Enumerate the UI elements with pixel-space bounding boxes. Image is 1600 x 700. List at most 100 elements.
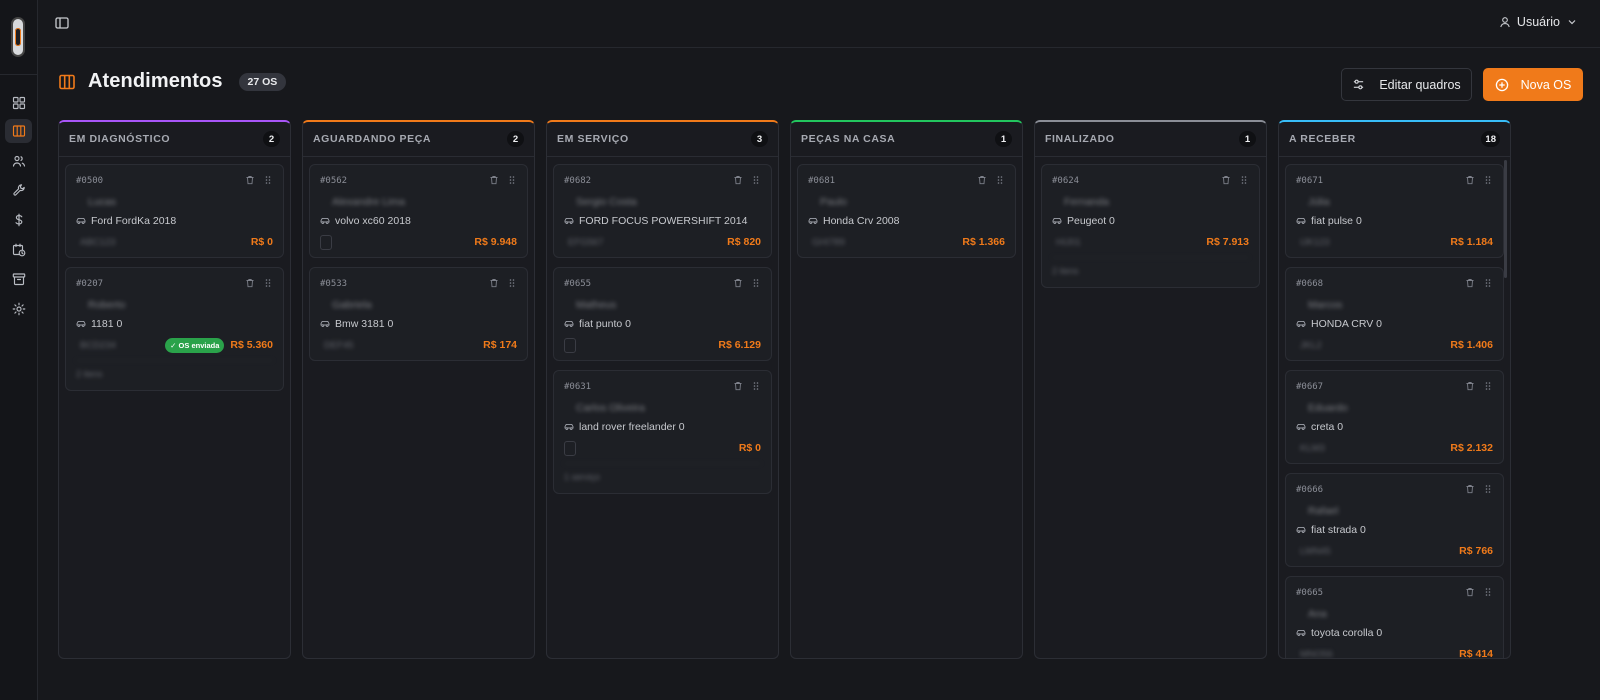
drag-handle[interactable]	[1483, 584, 1493, 602]
order-number: #0624	[1052, 175, 1080, 186]
delete-button[interactable]	[245, 172, 255, 190]
trash-icon[interactable]	[733, 278, 743, 288]
drag-handle-icon[interactable]	[751, 381, 761, 391]
user-menu[interactable]: Usuário	[1499, 15, 1578, 29]
drag-handle-icon[interactable]	[1483, 484, 1493, 494]
service-order-card[interactable]: #0682 Sergio Costa FORD FOCUS POWERSHIFT 2…	[553, 164, 772, 258]
delete-button[interactable]	[733, 172, 743, 190]
sidebar-item-users[interactable]	[5, 149, 32, 173]
sidebar-item-wrench[interactable]	[5, 178, 32, 202]
service-order-card[interactable]: #0624 Fernanda Peugeot 0 HIJ01 R$ 7.913 2 ite…	[1041, 164, 1260, 288]
license-plate: GHI789	[812, 236, 845, 248]
delete-button[interactable]	[489, 172, 499, 190]
drag-handle-icon[interactable]	[1483, 587, 1493, 597]
delete-button[interactable]	[1465, 481, 1475, 499]
drag-handle[interactable]	[507, 275, 517, 293]
trash-icon[interactable]	[733, 381, 743, 391]
drag-handle-icon[interactable]	[507, 175, 517, 185]
sidebar-item-dashboard[interactable]	[5, 91, 32, 115]
trash-icon[interactable]	[1221, 175, 1231, 185]
drag-handle-icon[interactable]	[751, 175, 761, 185]
order-total: R$ 0	[250, 236, 273, 248]
sidebar-item-dollar[interactable]	[5, 208, 32, 232]
delete-button[interactable]	[1465, 584, 1475, 602]
delete-button[interactable]	[733, 378, 743, 396]
drag-handle[interactable]	[751, 172, 761, 190]
delete-button[interactable]	[1465, 275, 1475, 293]
drag-handle-icon[interactable]	[1483, 381, 1493, 391]
kanban-icon	[12, 125, 25, 137]
delete-button[interactable]	[1465, 172, 1475, 190]
drag-handle-icon[interactable]	[1483, 278, 1493, 288]
sidebar-item-archive[interactable]	[5, 267, 32, 291]
drag-handle[interactable]	[995, 172, 1005, 190]
service-order-card[interactable]: #0562 Alexandre Lima volvo xc60 2018 R$ 9.9…	[309, 164, 528, 258]
column-header: AGUARDANDO PEÇA 2	[303, 122, 534, 157]
drag-handle-icon[interactable]	[751, 278, 761, 288]
sidebar-item-kanban[interactable]	[5, 119, 32, 143]
drag-handle[interactable]	[263, 275, 273, 293]
delete-button[interactable]	[977, 172, 987, 190]
service-order-card[interactable]: #0667 Eduardo creta 0 KLM3 R$ 2.132	[1285, 370, 1504, 464]
service-order-card[interactable]: #0533 Gabriela Bmw 3181 0 DEF45 R$ 174	[309, 267, 528, 361]
delete-button[interactable]	[245, 275, 255, 293]
drag-handle-icon[interactable]	[1483, 175, 1493, 185]
trash-icon[interactable]	[489, 175, 499, 185]
column-header: EM DIAGNÓSTICO 2	[59, 122, 290, 157]
service-order-card[interactable]: #0665 Ana toyota corolla 0 MNO56 R$ 414	[1285, 576, 1504, 658]
sidebar-item-gear[interactable]	[5, 297, 32, 321]
service-order-card[interactable]: #0681 Paulo Honda Crv 2008 GHI789 R$ 1.366	[797, 164, 1016, 258]
drag-handle[interactable]	[263, 172, 273, 190]
card-footer-note: 2 itens	[76, 360, 273, 382]
trash-icon[interactable]	[1465, 175, 1475, 185]
service-order-card[interactable]: #0666 Rafael fiat strada 0 LMN45 R$ 766	[1285, 473, 1504, 567]
drag-handle[interactable]	[1483, 275, 1493, 293]
order-total: R$ 7.913	[1206, 236, 1249, 248]
drag-handle-icon[interactable]	[507, 278, 517, 288]
delete-button[interactable]	[733, 275, 743, 293]
drag-handle[interactable]	[507, 172, 517, 190]
drag-handle[interactable]	[751, 378, 761, 396]
delete-button[interactable]	[1465, 378, 1475, 396]
os-count-badge: 27 OS	[238, 72, 287, 91]
client-name: Sergio Costa	[576, 196, 637, 208]
trash-icon[interactable]	[1465, 587, 1475, 597]
trash-icon[interactable]	[977, 175, 987, 185]
order-total: R$ 820	[727, 236, 761, 248]
sidebar-item-calendar-clock[interactable]	[5, 238, 32, 262]
trash-icon[interactable]	[489, 278, 499, 288]
edit-boards-button[interactable]: Editar quadros	[1341, 68, 1472, 101]
delete-button[interactable]	[489, 275, 499, 293]
drag-handle-icon[interactable]	[995, 175, 1005, 185]
drag-handle-icon[interactable]	[263, 175, 273, 185]
delete-button[interactable]	[1221, 172, 1231, 190]
trash-icon[interactable]	[245, 175, 255, 185]
column-scrollbar[interactable]	[1504, 160, 1507, 278]
service-order-card[interactable]: #0631 Carlos Oliveira land rover freelande…	[553, 370, 772, 494]
drag-handle[interactable]	[1483, 378, 1493, 396]
drag-handle-icon[interactable]	[263, 278, 273, 288]
client-name: Marcos	[1308, 299, 1343, 311]
column-title: EM DIAGNÓSTICO	[69, 133, 171, 145]
drag-handle[interactable]	[1483, 481, 1493, 499]
drag-handle[interactable]	[1239, 172, 1249, 190]
new-os-button[interactable]: Nova OS	[1483, 68, 1583, 101]
drag-handle[interactable]	[1483, 172, 1493, 190]
trash-icon[interactable]	[245, 278, 255, 288]
drag-handle-icon[interactable]	[1239, 175, 1249, 185]
service-order-card[interactable]: #0668 Marcos HONDA CRV 0 JKL2 R$ 1.406	[1285, 267, 1504, 361]
trash-icon[interactable]	[1465, 278, 1475, 288]
sidebar-toggle-button[interactable]	[54, 15, 70, 31]
service-order-card[interactable]: #0655 Matheus fiat punto 0 R$ 6.129	[553, 267, 772, 361]
service-order-card[interactable]: #0671 Júlia fiat pulse 0 IJK123 R$ 1.184	[1285, 164, 1504, 258]
trash-icon[interactable]	[1465, 484, 1475, 494]
order-total: R$ 1.406	[1450, 339, 1493, 351]
trash-icon[interactable]	[733, 175, 743, 185]
service-order-card[interactable]: #0500 Lucas Ford FordKa 2018 ABC123 R$ 0	[65, 164, 284, 258]
service-order-card[interactable]: #0207 Roberto 1181 0 BCD234 ✓ OS enviada R$ 5…	[65, 267, 284, 391]
trash-icon[interactable]	[1465, 381, 1475, 391]
order-number: #0533	[320, 278, 348, 289]
drag-handle[interactable]	[751, 275, 761, 293]
app-logo[interactable]	[11, 17, 25, 57]
kanban-column: EM SERVIÇO 3 #0682 Sergio Costa FORD FOCUS P…	[546, 120, 779, 659]
